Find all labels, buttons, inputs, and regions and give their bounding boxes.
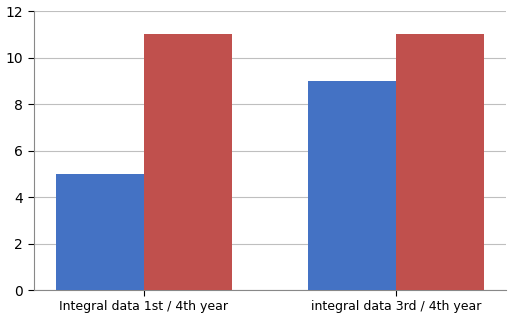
Bar bbox=[308, 81, 396, 290]
Bar bbox=[144, 34, 232, 290]
Bar bbox=[396, 34, 484, 290]
Bar bbox=[56, 174, 144, 290]
